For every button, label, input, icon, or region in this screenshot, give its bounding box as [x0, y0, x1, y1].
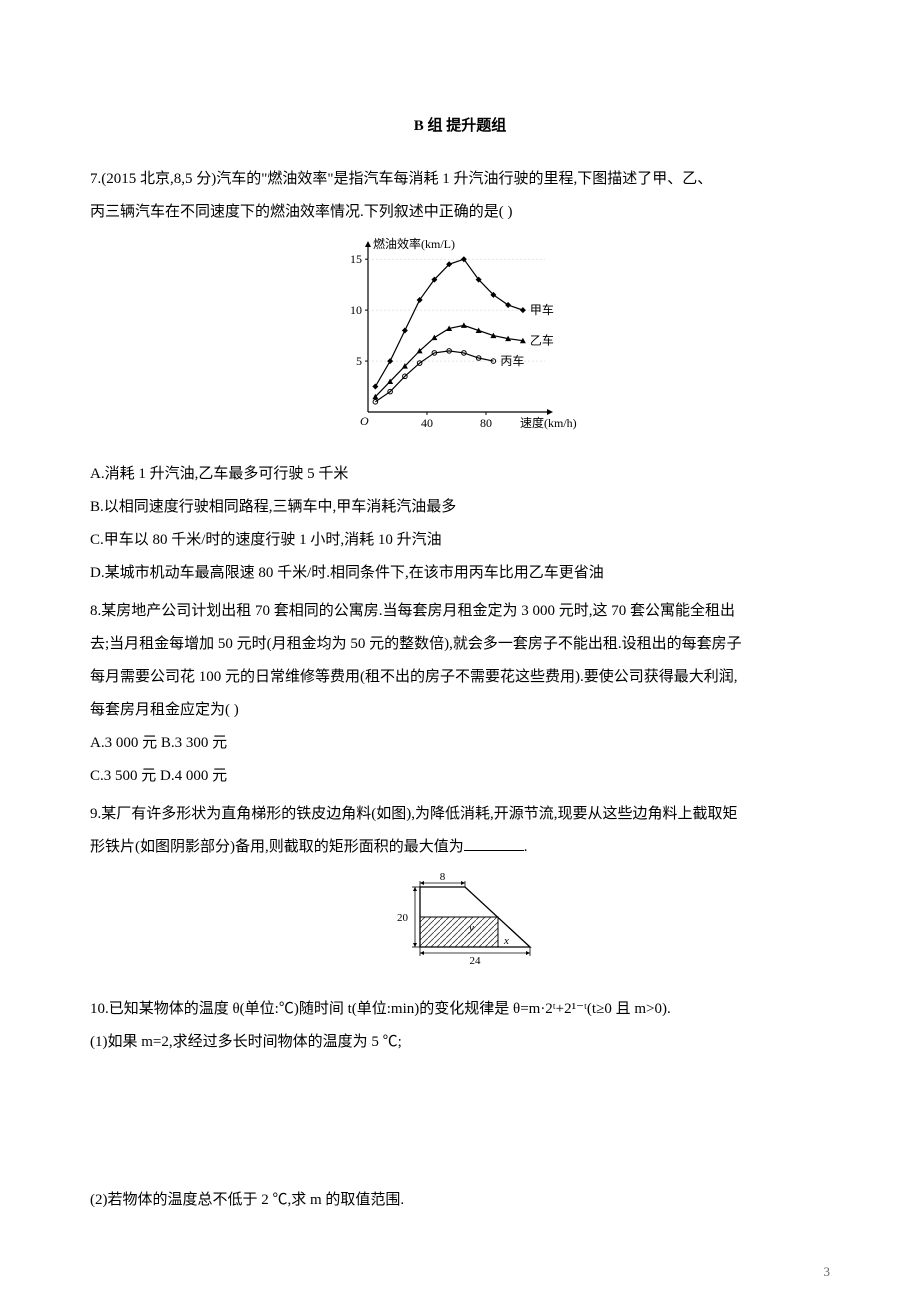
problem-7-option-b: B.以相同速度行驶相同路程,三辆车中,甲车消耗汽油最多	[90, 491, 830, 524]
problem-7-chart: 5 10 15 40 80 O 燃油效率(km/L) 速度(km/h) 甲车乙车丙车	[90, 237, 830, 450]
problem-9: 9.某厂有许多形状为直角梯形的铁皮边角料(如图),为降低消耗,开源节流,现要从这…	[90, 798, 830, 985]
svg-text:40: 40	[421, 416, 433, 430]
problem-7: 7.(2015 北京,8,5 分)汽车的"燃油效率"是指汽车每消耗 1 升汽油行…	[90, 163, 830, 590]
spacer	[90, 1064, 830, 1184]
section-title: B 组 提升题组	[90, 110, 830, 143]
svg-text:5: 5	[356, 354, 362, 368]
problem-9-figure: 8 20 24 x y	[90, 872, 830, 985]
problem-10: 10.已知某物体的温度 θ(单位:℃)随时间 t(单位:min)的变化规律是 θ…	[90, 993, 830, 1217]
svg-text:速度(km/h): 速度(km/h)	[520, 415, 577, 430]
problem-7-stem-line1: 7.(2015 北京,8,5 分)汽车的"燃油效率"是指汽车每消耗 1 升汽油行…	[90, 163, 830, 196]
problem-9-stem-suffix: .	[524, 839, 528, 855]
problem-7-option-d: D.某城市机动车最高限速 80 千米/时.相同条件下,在该市用丙车比用乙车更省油	[90, 557, 830, 590]
problem-8-options-line1: A.3 000 元 B.3 300 元	[90, 727, 830, 760]
svg-text:80: 80	[480, 416, 492, 430]
problem-8-stem-line3: 每月需要公司花 100 元的日常维修等费用(租不出的房子不需要花这些费用).要使…	[90, 661, 830, 694]
svg-text:10: 10	[350, 303, 362, 317]
svg-text:8: 8	[440, 872, 446, 883]
problem-9-blank	[464, 833, 524, 851]
problem-7-stem-line2: 丙三辆汽车在不同速度下的燃油效率情况.下列叙述中正确的是( )	[90, 196, 830, 229]
svg-text:x: x	[503, 935, 509, 947]
problem-9-stem-line2: 形铁片(如图阴影部分)备用,则截取的矩形面积的最大值为.	[90, 831, 830, 864]
problem-8-stem-line2: 去;当月租金每增加 50 元时(月租金均为 50 元的整数倍),就会多一套房子不…	[90, 628, 830, 661]
svg-text:丙车: 丙车	[500, 353, 524, 368]
svg-text:20: 20	[397, 912, 409, 924]
problem-10-stem: 10.已知某物体的温度 θ(单位:℃)随时间 t(单位:min)的变化规律是 θ…	[90, 993, 830, 1026]
problem-10-sub1: (1)如果 m=2,求经过多长时间物体的温度为 5 ℃;	[90, 1026, 830, 1059]
svg-text:乙车: 乙车	[530, 333, 554, 348]
problem-9-stem-line1: 9.某厂有许多形状为直角梯形的铁皮边角料(如图),为降低消耗,开源节流,现要从这…	[90, 798, 830, 831]
svg-text:24: 24	[470, 955, 482, 967]
problem-7-option-c: C.甲车以 80 千米/时的速度行驶 1 小时,消耗 10 升汽油	[90, 524, 830, 557]
problem-7-option-a: A.消耗 1 升汽油,乙车最多可行驶 5 千米	[90, 458, 830, 491]
svg-text:燃油效率(km/L): 燃油效率(km/L)	[373, 237, 455, 251]
page-number: 3	[824, 1258, 831, 1287]
problem-8-stem-line1: 8.某房地产公司计划出租 70 套相同的公寓房.当每套房月租金定为 3 000 …	[90, 595, 830, 628]
svg-text:y: y	[468, 922, 474, 934]
svg-text:15: 15	[350, 252, 362, 266]
svg-text:O: O	[360, 414, 369, 428]
svg-text:甲车: 甲车	[530, 302, 554, 317]
problem-8-options-line2: C.3 500 元 D.4 000 元	[90, 760, 830, 793]
problem-10-sub2: (2)若物体的温度总不低于 2 ℃,求 m 的取值范围.	[90, 1184, 830, 1217]
problem-8-stem-line4: 每套房月租金应定为( )	[90, 694, 830, 727]
problem-9-stem-prefix: 形铁片(如图阴影部分)备用,则截取的矩形面积的最大值为	[90, 839, 464, 855]
problem-8: 8.某房地产公司计划出租 70 套相同的公寓房.当每套房月租金定为 3 000 …	[90, 595, 830, 793]
